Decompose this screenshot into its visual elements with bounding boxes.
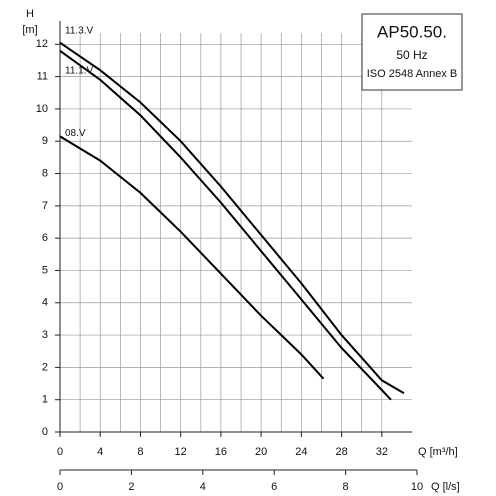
pump-curve	[59, 41, 405, 395]
x2-tick-label: 4	[200, 481, 206, 493]
y-tick-label: 0	[42, 426, 48, 438]
standard: ISO 2548 Annex B	[367, 68, 458, 80]
pump-curve	[59, 49, 392, 401]
x-tick-label: 0	[57, 446, 63, 458]
legend-box	[361, 13, 463, 91]
x-tick-label: 16	[215, 446, 227, 458]
x2-tick-label: 0	[57, 481, 63, 493]
curve-label: 11.3.V	[65, 25, 93, 36]
y-tick-label: 8	[42, 167, 48, 179]
y-tick-label: 11	[37, 71, 48, 83]
y-axis-unit: [m]	[22, 24, 37, 36]
curve-label: 11.1.V	[65, 65, 93, 76]
model-name: AP50.50.	[377, 22, 447, 41]
curve-label: 08.V	[65, 128, 86, 139]
y-tick-label: 9	[42, 135, 48, 147]
x2-tick-label: 2	[128, 481, 134, 493]
x-tick-label: 32	[376, 446, 388, 458]
frequency: 50 Hz	[396, 48, 427, 62]
x-tick-label: 28	[335, 446, 347, 458]
y-tick-label: 1	[42, 394, 48, 406]
y-tick-label: 4	[42, 297, 48, 309]
x-tick-label: 8	[137, 446, 143, 458]
y-tick-label: 3	[42, 329, 48, 341]
pump-curve	[59, 135, 325, 380]
y-tick-label: 5	[42, 264, 48, 276]
y-axis-label: H	[26, 8, 34, 20]
y-tick-label: 2	[42, 361, 48, 373]
y-tick-label: 6	[42, 232, 48, 244]
x2-axis-label: Q [l/s]	[431, 481, 460, 493]
x2-tick-label: 6	[271, 481, 277, 493]
x2-tick-label: 10	[411, 481, 423, 493]
x2-tick-label: 8	[343, 481, 349, 493]
x-tick-label: 4	[97, 446, 103, 458]
x-tick-label: 24	[295, 446, 307, 458]
x-axis-label: Q [m³/h]	[418, 446, 458, 458]
y-tick-label: 12	[36, 38, 48, 50]
y-tick-label: 10	[36, 103, 48, 115]
x-tick-label: 12	[175, 446, 187, 458]
x-tick-label: 20	[255, 446, 267, 458]
y-tick-label: 7	[42, 200, 48, 212]
